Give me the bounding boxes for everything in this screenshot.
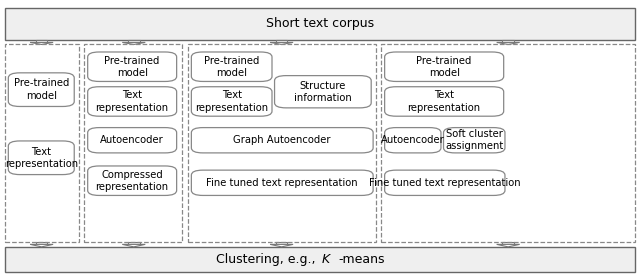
Polygon shape [497, 42, 520, 44]
FancyBboxPatch shape [275, 76, 371, 108]
FancyBboxPatch shape [385, 128, 441, 153]
FancyBboxPatch shape [444, 128, 505, 153]
Text: Text
representation: Text representation [95, 90, 169, 113]
Text: Clustering, e.g.,: Clustering, e.g., [216, 253, 320, 266]
Bar [381, 44, 635, 242]
Polygon shape [122, 244, 145, 247]
FancyBboxPatch shape [385, 52, 504, 81]
Polygon shape [270, 42, 293, 44]
Bar [128, 242, 140, 244]
Bar [128, 40, 140, 42]
Text: Text
representation: Text representation [4, 147, 78, 169]
Text: Compressed
representation: Compressed representation [95, 170, 169, 192]
Text: Text
representation: Text representation [195, 90, 268, 113]
FancyBboxPatch shape [8, 73, 74, 106]
Text: Pre-trained
model: Pre-trained model [204, 56, 259, 78]
Bar [276, 40, 287, 42]
Polygon shape [270, 244, 293, 247]
Polygon shape [122, 42, 145, 44]
Bar [84, 44, 182, 242]
Polygon shape [30, 244, 53, 247]
Polygon shape [497, 244, 520, 247]
FancyBboxPatch shape [191, 128, 373, 153]
Bar [36, 242, 47, 244]
Text: Autoencoder: Autoencoder [100, 135, 164, 145]
FancyBboxPatch shape [191, 52, 272, 81]
Text: Fine tuned text representation: Fine tuned text representation [207, 178, 358, 188]
Text: -means: -means [338, 253, 385, 266]
Text: Pre-trained
model: Pre-trained model [13, 78, 69, 101]
FancyBboxPatch shape [8, 141, 74, 175]
Text: Text
representation: Text representation [408, 90, 481, 113]
FancyBboxPatch shape [385, 87, 504, 116]
Bar [276, 242, 287, 244]
FancyBboxPatch shape [88, 52, 177, 81]
Text: Fine tuned text representation: Fine tuned text representation [369, 178, 520, 188]
Text: Pre-trained
model: Pre-trained model [104, 56, 160, 78]
Text: Pre-trained
model: Pre-trained model [417, 56, 472, 78]
Text: Graph Autoencoder: Graph Autoencoder [234, 135, 331, 145]
Bar [5, 8, 635, 40]
Text: Soft cluster
assignment: Soft cluster assignment [445, 129, 504, 152]
Text: K: K [321, 253, 330, 266]
Bar [502, 40, 514, 42]
FancyBboxPatch shape [191, 170, 373, 195]
Text: Short text corpus: Short text corpus [266, 18, 374, 30]
Bar [36, 40, 47, 42]
Text: Autoencoder: Autoencoder [381, 135, 445, 145]
FancyBboxPatch shape [191, 87, 272, 116]
Bar [5, 247, 635, 272]
Bar [188, 44, 376, 242]
Text: Structure
information: Structure information [294, 81, 352, 103]
FancyBboxPatch shape [88, 128, 177, 153]
Polygon shape [30, 42, 53, 44]
FancyBboxPatch shape [88, 87, 177, 116]
Bar [502, 242, 514, 244]
FancyBboxPatch shape [385, 170, 505, 195]
Bar [5, 44, 79, 242]
FancyBboxPatch shape [88, 166, 177, 195]
